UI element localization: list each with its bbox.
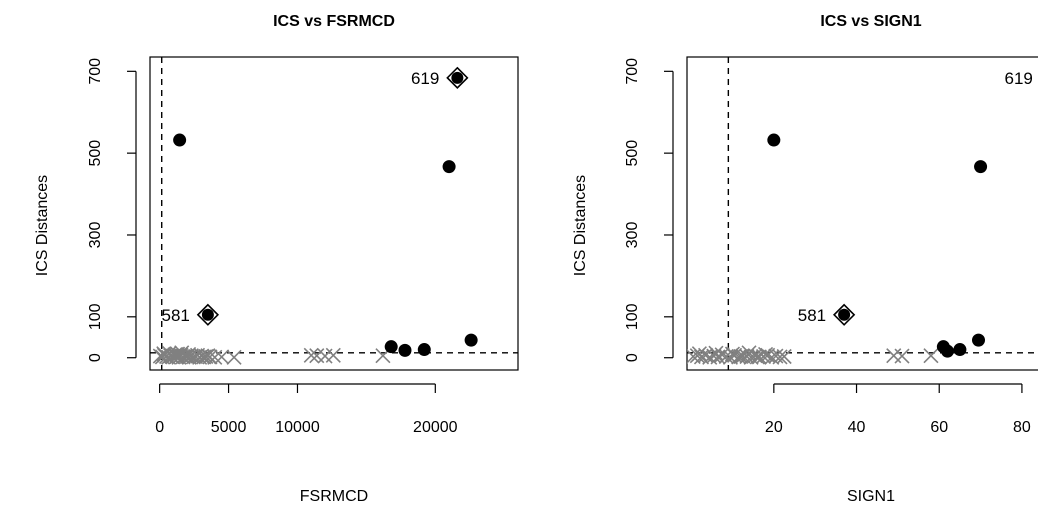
data-point-x (757, 346, 774, 363)
data-point-x (894, 348, 910, 364)
point-label: 581 (162, 306, 190, 325)
data-point-x (170, 346, 186, 362)
chart-title: ICS vs SIGN1 (820, 13, 921, 30)
data-point-x (156, 346, 172, 362)
data-point-dot (940, 344, 954, 358)
x-axis-label: SIGN1 (847, 488, 895, 505)
data-point-dot (464, 333, 478, 347)
x-tick-label: 0 (155, 419, 164, 436)
data-point-x (164, 348, 180, 365)
data-point-x (325, 347, 341, 363)
y-tick-label: 700 (624, 58, 641, 85)
panel-1: ICS vs FSRMCD 0 5000 10000 20000 0 100 300 500 70… (34, 13, 519, 505)
data-point-x (168, 349, 184, 365)
data-point-dot (173, 133, 187, 147)
data-point-dot (417, 343, 431, 357)
data-point-dot (442, 160, 456, 174)
data-point-x (181, 346, 197, 363)
data-point-dot (398, 343, 412, 357)
points-layer (152, 66, 478, 365)
y-axis-label: ICS Distances (572, 175, 589, 276)
data-point-x (724, 346, 741, 362)
x-tick-label: 10000 (275, 419, 320, 436)
y-tick-label: 100 (624, 303, 641, 330)
data-point-x (196, 349, 212, 365)
data-point-diamond (832, 303, 856, 326)
data-point-x (691, 346, 707, 362)
data-point-dot (972, 333, 986, 347)
point-label: 581 (798, 306, 826, 325)
data-point-x (749, 349, 765, 365)
data-point-diamond-fill (201, 308, 214, 321)
x-axis-label: FSRMCD (300, 488, 368, 505)
data-point-x (741, 345, 757, 361)
data-point-x (214, 349, 230, 365)
plot-frame (686, 56, 1038, 371)
x-tick-label: 20 (765, 419, 783, 436)
data-point-dot (974, 160, 988, 174)
chart-title: ICS vs FSRMCD (273, 13, 395, 30)
data-point-x (207, 349, 223, 365)
data-point-x (202, 349, 218, 365)
data-point-x (226, 349, 242, 365)
data-point-diamond-fill (451, 71, 464, 84)
y-tick-label: 500 (87, 140, 104, 167)
y-tick-label: 700 (87, 58, 104, 85)
y-tick-label: 0 (624, 353, 641, 362)
point-label: 619 (1004, 69, 1032, 88)
y-tick-label: 0 (87, 353, 104, 362)
data-point-x (776, 348, 792, 365)
data-point-dot (767, 133, 781, 147)
data-point-x (708, 345, 724, 361)
data-point-x (923, 348, 939, 364)
data-point-x (303, 347, 319, 363)
data-point-diamond (446, 66, 469, 89)
y-axis-label: ICS Distances (34, 175, 51, 276)
y-tick-label: 300 (624, 222, 641, 249)
data-point-diamond-fill (838, 308, 851, 321)
x-tick-label: 80 (1013, 419, 1031, 436)
x-tick-label: 40 (848, 419, 866, 436)
data-point-x (733, 348, 749, 365)
panel-2: ICS vs SIGN1 20 40 60 80 0 100 300 500 700 SIGN1 IC… (572, 13, 1038, 505)
point-label: 619 (411, 69, 439, 88)
points-layer (687, 133, 988, 365)
y-tick-label: 100 (87, 303, 104, 330)
y-tick-label: 500 (624, 140, 641, 167)
data-point-diamond (196, 303, 220, 326)
data-point-dot (384, 340, 398, 354)
data-point-x (772, 349, 788, 365)
data-point-dot (953, 343, 967, 357)
y-tick-label: 300 (87, 222, 104, 249)
x-tick-label: 60 (930, 419, 948, 436)
plot-frame (149, 56, 519, 371)
x-tick-label: 5000 (211, 419, 247, 436)
x-tick-label: 20000 (413, 419, 458, 436)
